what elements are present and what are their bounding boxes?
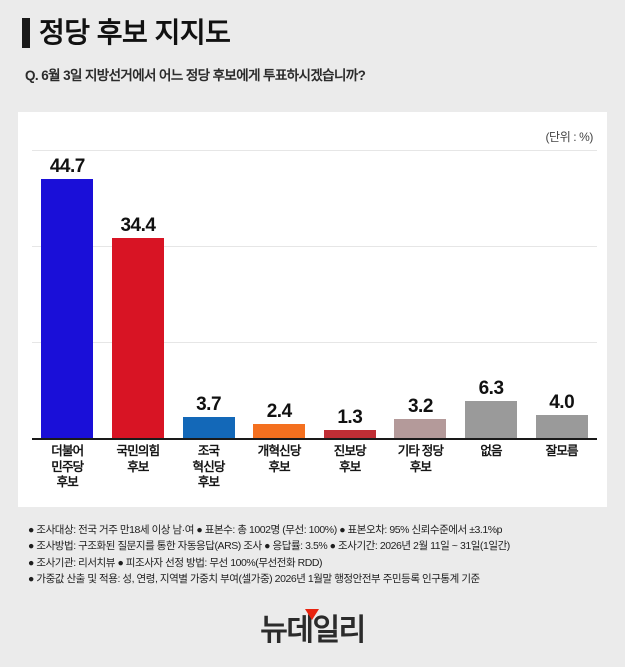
- bar: [323, 430, 376, 438]
- bar: [41, 178, 94, 438]
- axis-baseline: [32, 438, 597, 440]
- bar: [465, 401, 518, 438]
- bar-value-label: 6.3: [478, 378, 504, 400]
- bar-value-label: 3.2: [407, 396, 433, 418]
- note-line-2: ● 조사방법: 구조화된 질문지를 통한 자동응답(ARS) 조사 ● 응답률:…: [28, 540, 510, 553]
- bar: [535, 414, 588, 438]
- methodology-notes: ● 조사대상: 전국 거주 만18세 이상 남·여 ● 표본수: 총 1002명…: [28, 522, 608, 587]
- bar: [394, 419, 447, 438]
- bar: [182, 416, 235, 438]
- x-tick-label: 잘모름: [545, 444, 579, 458]
- title-row: 정당 후보 지지도: [22, 18, 625, 48]
- page-header: 정당 후보 지지도 Q. 6월 3일 지방선거에서 어느 정당 후보에게 투표하…: [0, 0, 625, 84]
- page-title: 정당 후보 지지도: [39, 17, 231, 48]
- publisher-logo: 뉴데일리: [0, 609, 625, 647]
- x-tick-label: 진보당 후보: [333, 444, 367, 474]
- bar-slot: 34.4: [103, 150, 174, 438]
- x-tick-label: 더불어 민주당 후보: [51, 444, 84, 490]
- x-tick-label: 국민의힘 후보: [116, 444, 161, 474]
- bar-value-label: 1.3: [337, 407, 363, 429]
- bar-value-label: 44.7: [49, 155, 85, 177]
- bar-slot: 6.3: [456, 150, 527, 438]
- survey-question: Q. 6월 3일 지방선거에서 어느 정당 후보에게 투표하시겠습니까?: [25, 68, 366, 83]
- gridline: [32, 246, 597, 247]
- logo-text: 뉴데일리: [260, 614, 366, 647]
- title-accent-bar: [22, 18, 30, 48]
- bar: [111, 238, 164, 438]
- bar-value-label: 34.4: [120, 215, 156, 237]
- bar: [253, 424, 306, 438]
- note-line-4: ● 가중값 산출 및 적용: 성, 연령, 지역별 가중치 부여(셀가중) 20…: [28, 572, 480, 585]
- chart-panel: (단위 : %) 44.7 34.4 3.7 2.4 1.3 3.2 6.3 4.0 더불어 …: [18, 112, 607, 507]
- bar-slot: 4.0: [526, 150, 597, 438]
- bar-slot: 44.7: [32, 150, 103, 438]
- gridline: [32, 342, 597, 343]
- chart-plot-area: 44.7 34.4 3.7 2.4 1.3 3.2 6.3 4.0: [32, 150, 597, 440]
- x-axis-labels: 더불어 민주당 후보 국민의힘 후보 조국 혁신당 후보 개혁신당 후보 진보당 후보 기…: [32, 444, 597, 491]
- bar-value-label: 3.7: [196, 393, 222, 415]
- x-tick-label: 없음: [480, 444, 502, 458]
- logo-text-wrapper: 뉴데일리: [260, 609, 366, 647]
- bar-value-label: 2.4: [266, 401, 292, 423]
- x-tick-label: 개혁신당 후보: [257, 444, 302, 474]
- bar-series: 44.7 34.4 3.7 2.4 1.3 3.2 6.3 4.0: [32, 150, 597, 438]
- note-line-3: ● 조사기관: 리서치뷰 ● 피조사자 선정 방법: 무선 100%(무선전화 …: [28, 556, 323, 569]
- note-line-1: ● 조사대상: 전국 거주 만18세 이상 남·여 ● 표본수: 총 1002명…: [28, 524, 503, 536]
- bar-slot: 3.7: [173, 150, 244, 438]
- triangle-accent-icon: [305, 609, 320, 620]
- gridline: [32, 150, 597, 151]
- bar-value-label: 4.0: [549, 391, 575, 413]
- chart-unit-label: (단위 : %): [545, 130, 593, 144]
- x-tick-label: 기타 정당 후보: [397, 444, 444, 474]
- x-tick-label: 조국 혁신당 후보: [192, 444, 226, 490]
- bar-slot: 3.2: [385, 150, 456, 438]
- bar-slot: 2.4: [244, 150, 315, 438]
- bar-slot: 1.3: [315, 150, 386, 438]
